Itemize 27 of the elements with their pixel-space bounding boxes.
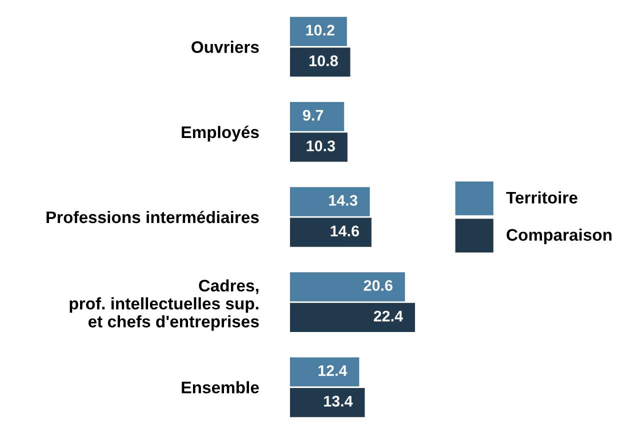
data-label: 9.7 bbox=[302, 110, 324, 121]
y-tick-label: Professions intermédiaires bbox=[46, 210, 259, 224]
y-tick-label: Ouvriers bbox=[192, 40, 259, 54]
data-label: 14.6 bbox=[330, 226, 359, 236]
bar bbox=[290, 16, 347, 46]
legend-label: Comparaison bbox=[506, 228, 612, 244]
data-label: 12.4 bbox=[318, 365, 348, 376]
data-label: 10.2 bbox=[306, 24, 334, 36]
data-label: 10.8 bbox=[310, 55, 338, 66]
data-label: 13.4 bbox=[324, 396, 353, 407]
y-tick-label: Employés bbox=[182, 126, 259, 142]
y-tick-label: Cadres, prof. intellectuelles sup. et chefs d'entreprises bbox=[70, 279, 259, 331]
legend-label: Territoire bbox=[506, 191, 578, 204]
bar bbox=[290, 302, 415, 332]
bar bbox=[290, 357, 360, 386]
bar bbox=[290, 218, 372, 247]
bar bbox=[290, 132, 348, 162]
bar bbox=[290, 48, 350, 77]
bar bbox=[290, 388, 365, 418]
bar bbox=[290, 272, 405, 302]
bar bbox=[290, 102, 344, 132]
data-label: 20.6 bbox=[364, 280, 392, 291]
data-label: 10.3 bbox=[306, 140, 335, 152]
data-label: 22.4 bbox=[374, 310, 403, 322]
data-label: 14.3 bbox=[329, 194, 358, 206]
y-tick-label: Ensemble bbox=[182, 381, 259, 394]
bar bbox=[290, 187, 370, 216]
